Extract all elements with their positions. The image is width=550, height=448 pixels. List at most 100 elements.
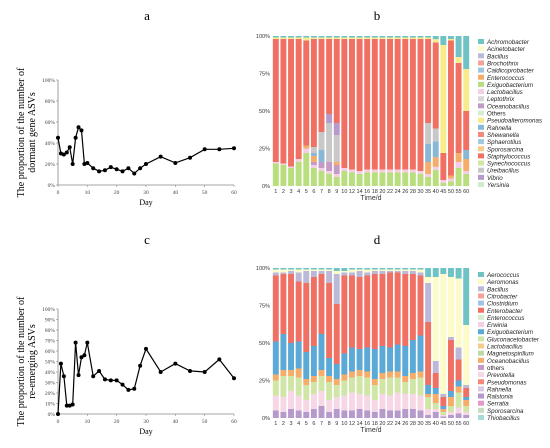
- bar-segment: [455, 347, 462, 360]
- bar-segment: [440, 415, 447, 417]
- bar-segment: [463, 268, 470, 325]
- data-point: [132, 171, 137, 176]
- bar-segment: [387, 36, 394, 38]
- data-point: [232, 146, 236, 151]
- bar-segment: [326, 268, 333, 270]
- bar-segment: [341, 171, 348, 186]
- bar-segment: [394, 271, 401, 273]
- bar-segment: [333, 162, 340, 165]
- x-tick-label: 0: [57, 190, 60, 196]
- bar-segment: [440, 406, 447, 409]
- legend-label: Gluconacetobacter: [487, 336, 540, 343]
- legend-label: Synechococcus: [487, 161, 530, 168]
- chart-c: c 0% 10% 20% 30% 40% 50% 60% 70% 80% 90% 100% 0 10 20 3…: [16, 232, 237, 436]
- bar-segment: [379, 394, 386, 409]
- bar-segment: [341, 410, 348, 418]
- bar-segment: [318, 171, 325, 186]
- bar-segment: [356, 409, 363, 418]
- bar-segment: [333, 268, 340, 271]
- bar-segment: [364, 371, 371, 378]
- bar-segment: [333, 165, 340, 174]
- bar-segment: [364, 37, 371, 39]
- bar-segment: [326, 162, 333, 171]
- bar-segment: [440, 36, 447, 45]
- legend-swatch: [478, 329, 484, 335]
- bar-segment: [288, 409, 295, 418]
- bar-segment: [425, 277, 432, 283]
- bar-segment: [432, 373, 439, 388]
- bar-segment: [272, 162, 279, 164]
- bar-segment: [402, 268, 409, 270]
- bar-segment: [326, 400, 333, 412]
- bar-segment: [288, 376, 295, 391]
- bar-segment: [348, 172, 355, 186]
- bar-segment: [463, 174, 470, 186]
- bar-segment: [447, 40, 454, 176]
- bar-segment: [272, 269, 279, 273]
- legend-swatch: [478, 350, 484, 356]
- bar-segment: [272, 374, 279, 381]
- bar-segment: [463, 400, 470, 406]
- data-point: [61, 152, 66, 157]
- bar-segment: [288, 391, 295, 409]
- bar-segment: [303, 352, 310, 379]
- bar-segment: [318, 39, 325, 132]
- bar-segment: [326, 358, 333, 376]
- bar-segment: [432, 409, 439, 412]
- bar-segment: [288, 39, 295, 167]
- bar-segment: [272, 268, 279, 270]
- data-point: [114, 378, 119, 383]
- y-tick-label: 75%: [259, 304, 270, 310]
- bar-segment: [463, 325, 470, 385]
- bar-segment: [394, 37, 401, 39]
- panel-letter: b: [374, 8, 381, 23]
- bar-segment: [318, 268, 325, 270]
- x-tick-label: 9: [335, 421, 338, 427]
- legend-swatch: [478, 153, 484, 159]
- bar-segment: [417, 268, 424, 270]
- bar-segment: [303, 269, 310, 271]
- legend-label: Aerococcus: [486, 272, 519, 279]
- data-point: [70, 402, 75, 407]
- bar-segment: [379, 37, 386, 39]
- legend-label: Sphaerotilus: [487, 139, 521, 146]
- bar-segment: [364, 172, 371, 186]
- data-point: [126, 387, 131, 392]
- bar-segment: [280, 412, 287, 418]
- bar-segment: [432, 268, 439, 277]
- legend-label: Clostridium: [487, 301, 518, 308]
- y-tick-label: 50%: [259, 341, 270, 347]
- data-point: [217, 357, 222, 362]
- legend-label: Bacillus: [487, 53, 508, 60]
- y-tick-label: 0%: [48, 183, 56, 189]
- x-tick-label: 60: [463, 189, 469, 195]
- bar-segment: [326, 382, 333, 400]
- bar-segment: [371, 349, 378, 379]
- y-axis-label-line: dormant gene ASVs: [27, 92, 38, 173]
- bar-segment: [295, 268, 302, 270]
- bar-segment: [356, 394, 363, 409]
- legend-swatch: [478, 314, 484, 320]
- legend-label: Bacillus: [487, 286, 508, 293]
- data-point: [108, 378, 113, 383]
- bar-segment: [440, 153, 447, 180]
- bar-segment: [379, 373, 386, 379]
- x-tick-label: 40: [173, 419, 179, 425]
- bar-segment: [409, 271, 416, 274]
- bar-segment: [402, 409, 409, 418]
- bar-segment: [379, 169, 386, 173]
- legend-label: Enterococcus: [487, 75, 525, 82]
- data-point: [85, 340, 90, 345]
- bar-segment: [409, 36, 416, 38]
- bar-segment: [295, 410, 302, 418]
- bar-segment: [440, 180, 447, 183]
- y-tick-label: 100%: [42, 78, 55, 84]
- bar-segment: [463, 412, 470, 415]
- bar-segment: [318, 162, 325, 168]
- data-point: [232, 376, 236, 381]
- x-tick-label: 28: [410, 421, 416, 427]
- legend-label: Magnetospirillum: [487, 351, 534, 358]
- x-tick-label: 40: [173, 190, 179, 196]
- bar-segment: [318, 391, 325, 406]
- bar-segment: [394, 272, 401, 345]
